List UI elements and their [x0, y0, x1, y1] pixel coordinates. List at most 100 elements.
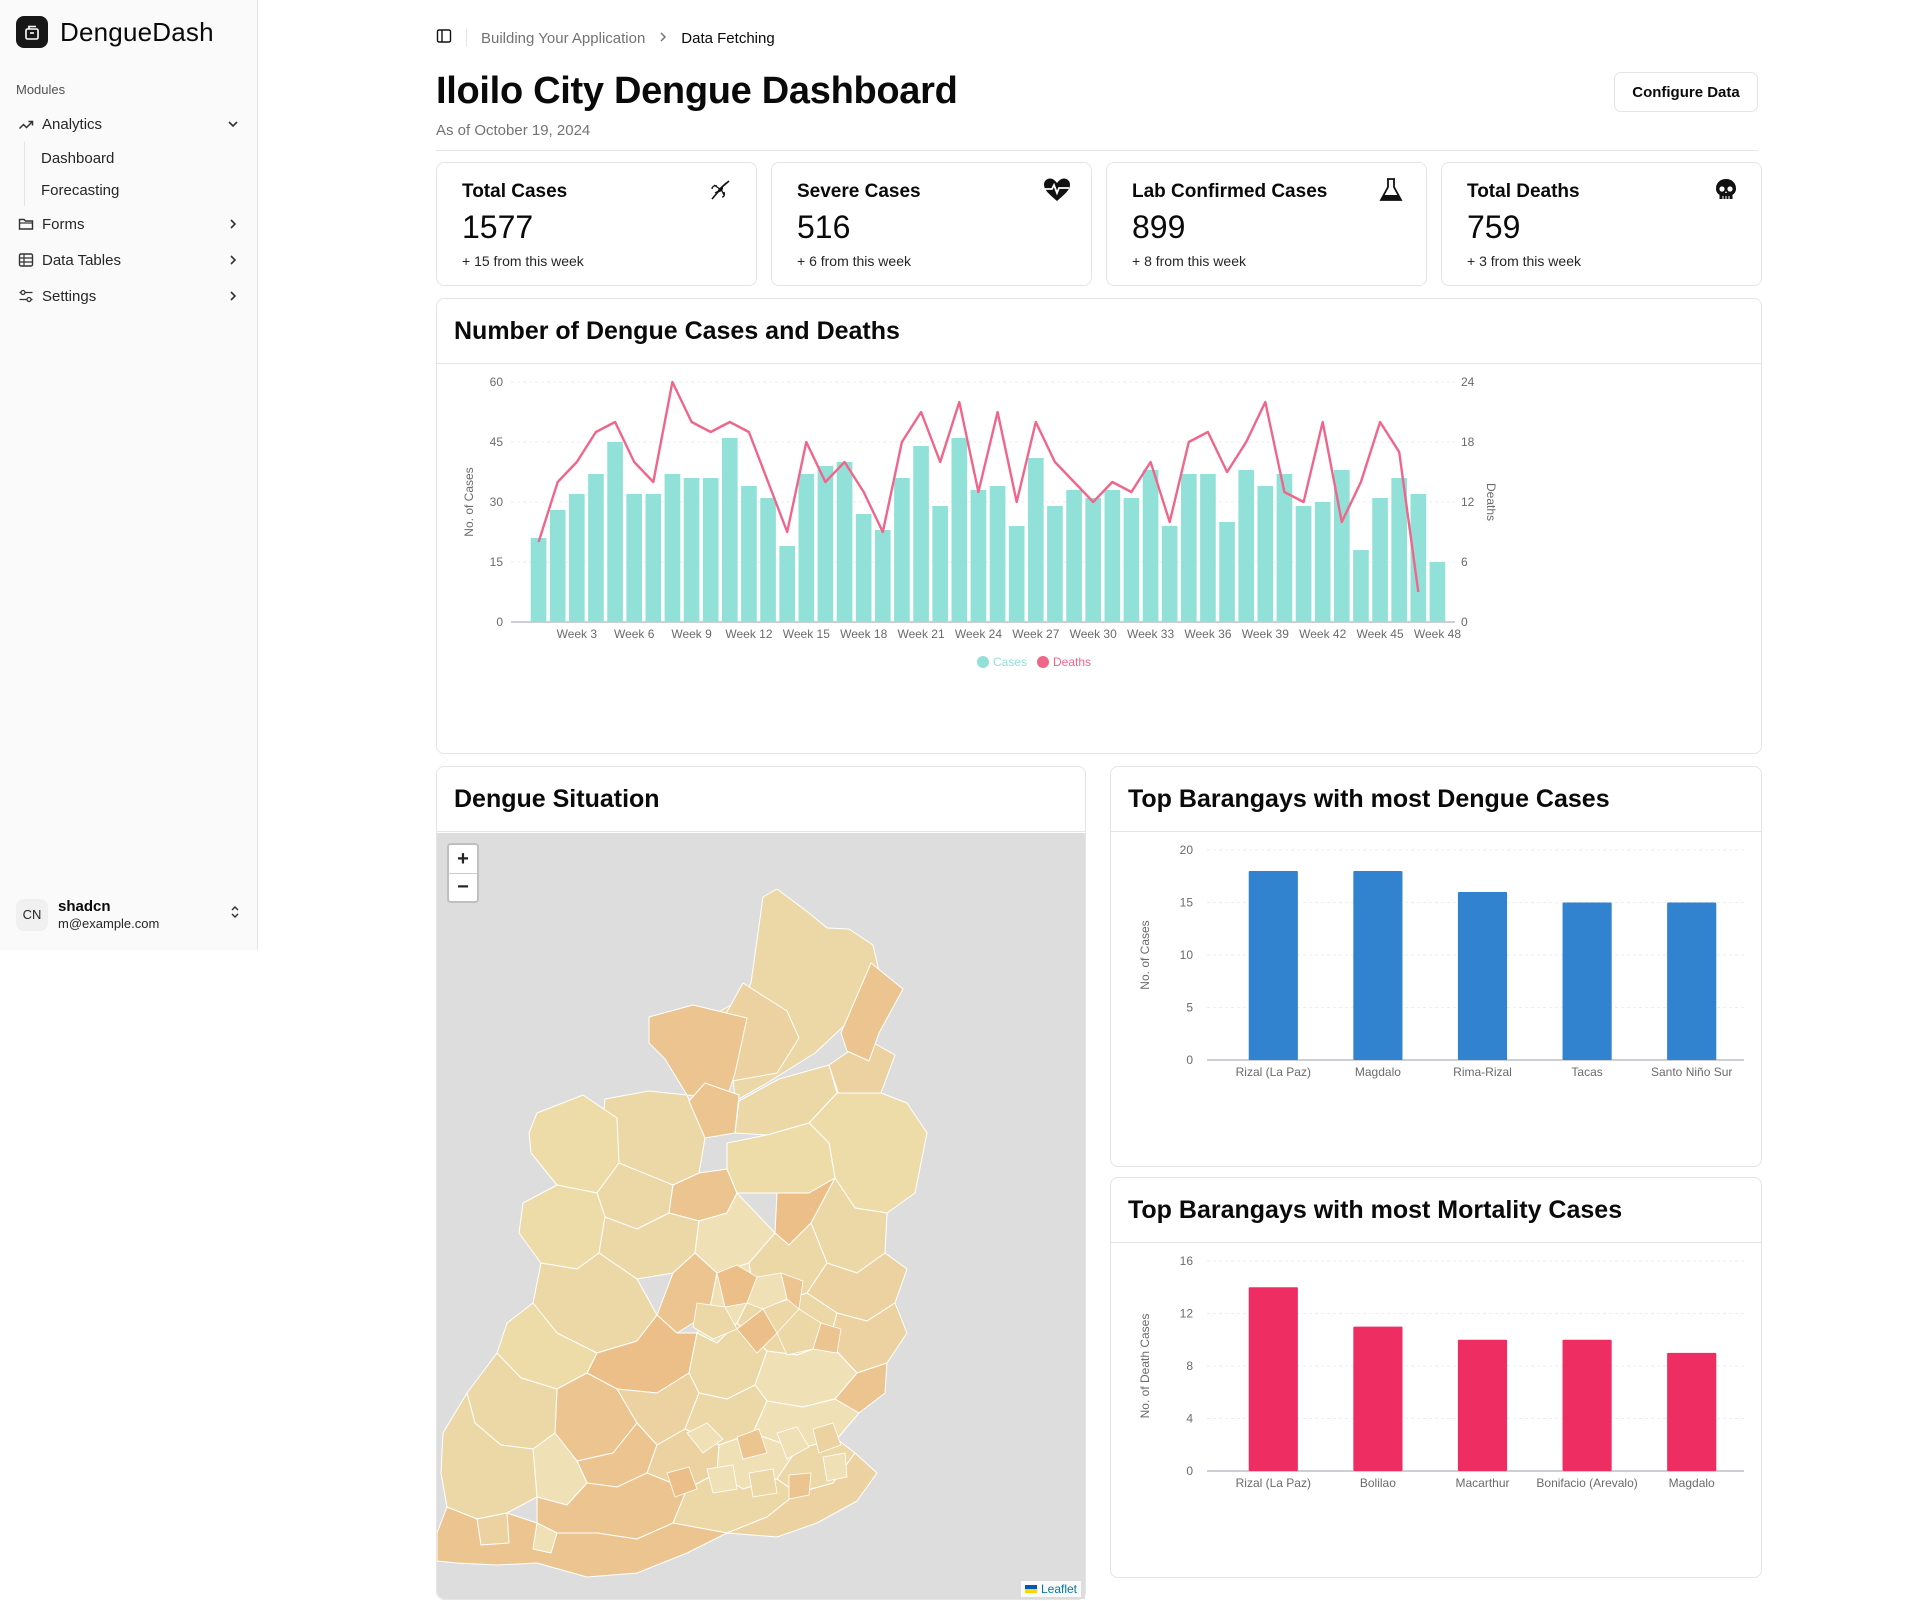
- modules-label: Modules: [16, 82, 66, 97]
- sidebar-item-data-tables[interactable]: Data Tables: [10, 242, 248, 278]
- stat-title: Total Deaths: [1467, 181, 1580, 202]
- y-axis-label: No. of Death Cases: [1138, 1314, 1152, 1419]
- case-bar: [970, 490, 987, 622]
- x-tick-label: Magdalo: [1669, 1476, 1715, 1490]
- map-regions-detail: [666, 1264, 848, 1500]
- x-tick-label: Week 48: [1414, 627, 1461, 641]
- legend-cases-label: Cases: [993, 655, 1027, 669]
- y-tick-label: 0: [1186, 1053, 1193, 1067]
- case-bar: [1238, 470, 1255, 622]
- stat-change: + 6 from this week: [797, 253, 911, 269]
- user-menu[interactable]: CN shadcn m@example.com: [16, 898, 242, 931]
- y2-tick-label: 24: [1461, 375, 1475, 389]
- choropleth-map[interactable]: + − Leaflet: [437, 833, 1085, 1599]
- chart-title: Top Barangays with most Mortality Cases: [1111, 1178, 1761, 1243]
- barangay-bar: [1248, 871, 1298, 1060]
- y-tick-label: 5: [1186, 1001, 1193, 1015]
- sidebar-item-forms[interactable]: Forms: [10, 206, 248, 242]
- brand[interactable]: DengueDash: [16, 16, 214, 48]
- y2-tick-label: 6: [1461, 555, 1468, 569]
- x-tick-label: Santo Niño Sur: [1651, 1065, 1732, 1079]
- y-tick-label: 15: [490, 555, 504, 569]
- case-bar: [683, 478, 700, 622]
- sidebar-item-label: Analytics: [42, 115, 103, 133]
- barangay-bar: [1667, 1352, 1717, 1471]
- x-tick-label: Rizal (La Paz): [1236, 1476, 1311, 1490]
- case-bar: [664, 474, 681, 622]
- case-bar: [874, 530, 891, 622]
- stat-change: + 15 from this week: [462, 253, 584, 269]
- x-tick-label: Week 27: [1012, 627, 1059, 641]
- sidebar-subitem-dashboard[interactable]: Dashboard: [41, 149, 115, 167]
- x-tick-label: Week 15: [783, 627, 830, 641]
- map-attribution[interactable]: Leaflet: [1020, 1581, 1081, 1597]
- zoom-in-button[interactable]: +: [457, 847, 469, 870]
- top-barangays-cases-card: Top Barangays with most Dengue Cases 0 5 1…: [1110, 766, 1762, 1167]
- stat-change: + 8 from this week: [1132, 253, 1246, 269]
- case-bar: [1372, 498, 1388, 622]
- stat-card-total-cases: Total Cases 1577 + 15 from this week: [436, 162, 757, 286]
- stat-title: Total Cases: [462, 181, 568, 202]
- top-barangays-deaths-card: Top Barangays with most Mortality Cases …: [1110, 1177, 1762, 1578]
- x-tick-label: Week 30: [1070, 627, 1117, 641]
- skull-icon: [1713, 177, 1739, 203]
- dengue-situation-card: Dengue Situation: [436, 766, 1086, 1600]
- x-tick-label: Week 24: [955, 627, 1002, 641]
- case-bar: [568, 494, 585, 622]
- sliders-icon: [18, 288, 34, 304]
- y-tick-label: 0: [496, 615, 503, 629]
- case-bar: [1027, 458, 1044, 622]
- analytics-submenu: Dashboard Forecasting: [24, 142, 248, 206]
- sidebar-item-settings[interactable]: Settings: [10, 278, 248, 314]
- case-bar: [1257, 486, 1274, 622]
- y-axis-label: No. of Cases: [462, 467, 476, 536]
- chevron-right-icon: [226, 253, 240, 267]
- stat-title: Severe Cases: [797, 181, 921, 202]
- y-tick-label: 15: [1180, 896, 1194, 910]
- sidebar-item-label: Settings: [42, 287, 97, 305]
- x-tick-label: Week 18: [840, 627, 887, 641]
- cases-deaths-chart: 0 15 30 45 60 0 6 12 18 24 No. of Cases Deaths Week …: [462, 375, 1498, 669]
- folder-icon: [18, 216, 34, 232]
- top-barangays-deaths-chart: 0 4 8 12 16 No. of Death Cases Rizal (La Paz) B…: [1138, 1254, 1744, 1490]
- configure-data-button[interactable]: Configure Data: [1614, 72, 1758, 112]
- legend-deaths-label: Deaths: [1053, 655, 1091, 669]
- x-tick-label: Week 21: [897, 627, 944, 641]
- case-bar: [588, 474, 604, 622]
- mosquito-icon: [708, 177, 734, 203]
- zoom-out-button[interactable]: −: [449, 873, 477, 901]
- barangay-choropleth[interactable]: [437, 833, 1085, 1599]
- breadcrumb-parent[interactable]: Building Your Application: [481, 29, 646, 47]
- y-tick-label: 30: [490, 495, 504, 509]
- stat-card-lab-confirmed: Lab Confirmed Cases 899 + 8 from this we…: [1106, 162, 1427, 286]
- x-tick-label: Week 45: [1356, 627, 1403, 641]
- x-tick-label: Week 36: [1184, 627, 1231, 641]
- chevrons-up-down-icon: [228, 904, 242, 925]
- cases-deaths-chart-card: Number of Dengue Cases and Deaths 0 15 30 4…: [436, 298, 1762, 754]
- case-bar: [855, 514, 872, 622]
- sidebar-toggle-icon[interactable]: [436, 28, 452, 48]
- sidebar-item-analytics[interactable]: Analytics: [10, 106, 248, 142]
- deaths-line: [537, 380, 1420, 593]
- case-bar: [1008, 526, 1025, 622]
- case-bar: [760, 498, 776, 622]
- legend-deaths-swatch: [1037, 656, 1049, 668]
- x-tick-label: Bonifacio (Arevalo): [1536, 1476, 1637, 1490]
- case-bar: [530, 538, 547, 622]
- x-tick-label: Week 9: [671, 627, 712, 641]
- ukraine-flag-icon: [1024, 1582, 1037, 1596]
- chevron-right-icon: [657, 30, 669, 47]
- page-title: Iloilo City Dengue Dashboard: [436, 70, 958, 112]
- attribution-link[interactable]: Leaflet: [1040, 1582, 1077, 1596]
- case-bar: [1429, 562, 1446, 622]
- x-tick-label: Bolilao: [1360, 1476, 1396, 1490]
- sidebar-subitem-forecasting[interactable]: Forecasting: [41, 181, 120, 199]
- barangay-bar: [1457, 1339, 1508, 1471]
- case-bar: [1295, 506, 1312, 622]
- barangay-bar: [1562, 1339, 1612, 1471]
- user-name: shadcn: [58, 898, 111, 915]
- chart-title: Number of Dengue Cases and Deaths: [437, 299, 1761, 364]
- stat-value: 759: [1467, 209, 1521, 245]
- y-axis-label: No. of Cases: [1138, 920, 1152, 989]
- barangay-bar: [1457, 892, 1508, 1060]
